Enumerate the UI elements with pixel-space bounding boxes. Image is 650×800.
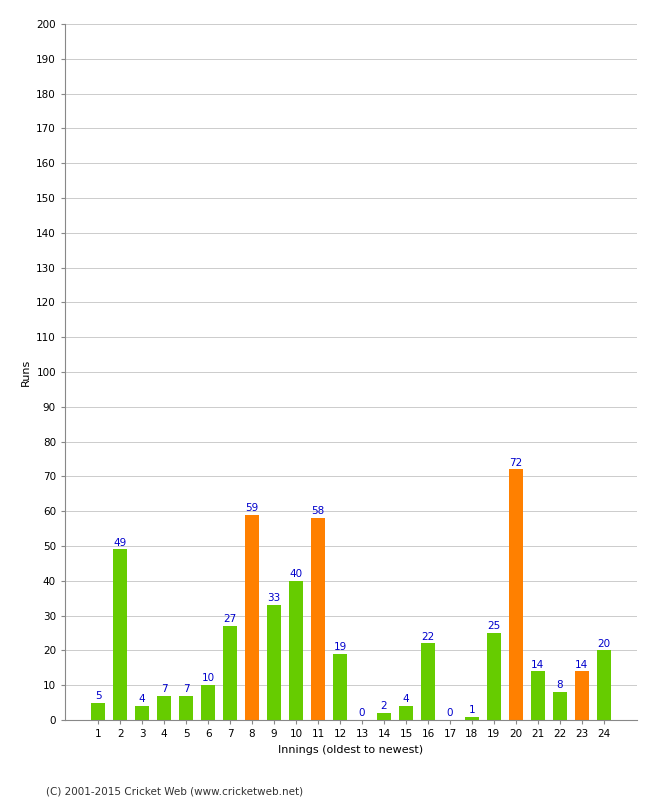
Text: 72: 72	[510, 458, 523, 468]
Text: 58: 58	[311, 506, 324, 517]
Text: 40: 40	[289, 569, 303, 579]
Text: 22: 22	[421, 632, 435, 642]
Bar	[575, 671, 589, 720]
Text: 8: 8	[556, 681, 563, 690]
Text: 49: 49	[114, 538, 127, 548]
Text: 1: 1	[469, 705, 475, 714]
Text: 7: 7	[183, 684, 189, 694]
Text: 59: 59	[246, 503, 259, 513]
Bar	[399, 706, 413, 720]
Text: 4: 4	[139, 694, 146, 704]
Text: 10: 10	[202, 674, 214, 683]
Bar	[333, 654, 347, 720]
Text: 7: 7	[161, 684, 168, 694]
Bar	[223, 626, 237, 720]
Text: 0: 0	[447, 708, 453, 718]
Text: 33: 33	[267, 594, 281, 603]
Bar	[552, 692, 567, 720]
Bar	[201, 685, 215, 720]
Text: 14: 14	[575, 659, 588, 670]
Text: 2: 2	[381, 702, 387, 711]
Bar	[245, 514, 259, 720]
Text: 5: 5	[95, 691, 101, 701]
Text: 14: 14	[531, 659, 545, 670]
Bar	[113, 550, 127, 720]
Bar	[91, 702, 105, 720]
Y-axis label: Runs: Runs	[21, 358, 31, 386]
Bar	[377, 713, 391, 720]
Bar	[531, 671, 545, 720]
Text: 4: 4	[402, 694, 410, 704]
Bar	[421, 643, 435, 720]
Text: 0: 0	[359, 708, 365, 718]
X-axis label: Innings (oldest to newest): Innings (oldest to newest)	[278, 745, 424, 754]
Text: 27: 27	[224, 614, 237, 624]
Text: 19: 19	[333, 642, 346, 652]
Bar	[509, 470, 523, 720]
Text: 20: 20	[597, 638, 610, 649]
Bar	[465, 717, 479, 720]
Bar	[267, 605, 281, 720]
Bar	[135, 706, 150, 720]
Text: (C) 2001-2015 Cricket Web (www.cricketweb.net): (C) 2001-2015 Cricket Web (www.cricketwe…	[46, 786, 303, 796]
Bar	[597, 650, 611, 720]
Bar	[487, 633, 501, 720]
Bar	[179, 696, 193, 720]
Bar	[311, 518, 325, 720]
Bar	[289, 581, 303, 720]
Bar	[157, 696, 171, 720]
Text: 25: 25	[488, 622, 500, 631]
